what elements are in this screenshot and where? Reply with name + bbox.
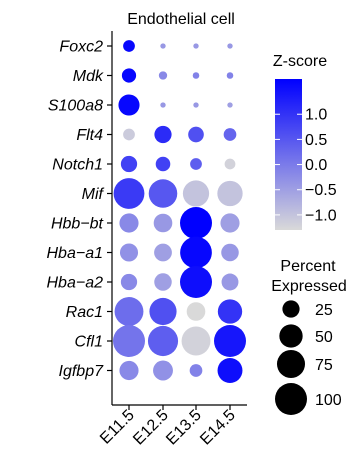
colorbar-tick-label: −0.5 [305, 182, 337, 199]
dot [180, 236, 212, 269]
dot [113, 325, 145, 357]
zscore-colorbar [275, 79, 302, 230]
dot [217, 358, 243, 383]
gene-label: Mdk [73, 68, 104, 85]
size-legend-title-line2: Expressed [271, 278, 347, 295]
colorbar-tick-label: −1.0 [305, 207, 337, 224]
dot [121, 68, 137, 83]
dot [180, 207, 212, 239]
dot [192, 72, 200, 79]
dot [188, 126, 204, 143]
dot [221, 273, 239, 291]
dot [149, 297, 177, 326]
gene-label: Hbb−bt [51, 216, 104, 233]
gene-tick-marks [107, 45, 112, 372]
dot [214, 325, 246, 357]
gene-label: Cfl1 [75, 334, 103, 351]
size-legend-items: 25 50 75 100 [275, 300, 342, 415]
dot [119, 243, 139, 262]
gene-label: Mif [82, 186, 105, 203]
size-legend-dot [279, 324, 303, 348]
dot [154, 273, 172, 291]
dot [119, 360, 139, 381]
dot [227, 43, 233, 49]
dot [120, 155, 138, 173]
dot [148, 179, 178, 208]
chart-title: Endothelial cell [127, 11, 235, 28]
dot [160, 43, 166, 49]
gene-label: Hba−a1 [47, 245, 104, 262]
size-legend-dot [275, 383, 307, 415]
x-tick-label: E12.5 [130, 407, 172, 449]
gene-label: Notch1 [52, 157, 103, 174]
size-legend-label: 100 [315, 392, 342, 409]
dot [223, 128, 237, 141]
dot [227, 102, 233, 108]
x-tick-label: E13.5 [163, 407, 205, 449]
size-legend-title-line1: Percent [280, 258, 336, 275]
dot [154, 125, 172, 144]
dot [180, 266, 212, 298]
dot [155, 156, 171, 172]
colorbar-tick-label: 0.5 [305, 132, 327, 149]
size-legend-label: 25 [315, 302, 333, 319]
dot [193, 102, 199, 108]
dot [158, 71, 168, 80]
gene-label: S100a8 [48, 98, 103, 115]
gene-label: Rac1 [66, 304, 103, 321]
dot [153, 213, 173, 233]
dot [182, 180, 210, 207]
dot [114, 297, 144, 326]
dot [220, 213, 240, 233]
zscore-legend-title: Z-score [273, 53, 327, 70]
gene-label: Hba−a2 [47, 275, 104, 292]
size-legend-label: 50 [315, 329, 333, 346]
dot [118, 94, 140, 116]
gene-label: Flt4 [76, 127, 103, 144]
zscore-legend-ticks: 1.0 0.5 0.0 −0.5 −1.0 [275, 107, 337, 224]
dot [153, 360, 173, 381]
dot [160, 102, 166, 108]
size-legend-dot [282, 300, 300, 318]
x-tick-label: E11.5 [97, 407, 138, 448]
size-legend-dot [276, 349, 306, 379]
x-tick-marks [128, 405, 231, 410]
dot [224, 158, 236, 170]
dot [189, 364, 203, 377]
gene-labels: Foxc2 Mdk S100a8 Flt4 Notch1 Mif Hbb−bt Hba−a1 H… [47, 39, 105, 381]
dot [147, 325, 179, 357]
colorbar-tick-label: 0.0 [305, 157, 327, 174]
dot [119, 213, 139, 233]
dot [217, 299, 243, 324]
dot [186, 302, 206, 321]
gene-label: Igfbp7 [59, 363, 105, 380]
dot [123, 128, 135, 141]
x-tick-label: E14.5 [197, 407, 239, 449]
dots [113, 40, 246, 383]
dot [221, 243, 239, 262]
colorbar-tick-label: 1.0 [305, 107, 327, 124]
dot [113, 178, 145, 209]
size-legend-label: 75 [315, 357, 333, 374]
dot [154, 243, 172, 262]
dot [190, 158, 202, 170]
dot [193, 43, 199, 49]
dot [226, 72, 234, 79]
dot [123, 40, 135, 52]
dot [181, 326, 211, 356]
dot [217, 180, 243, 207]
dot [120, 273, 138, 291]
gene-label: Foxc2 [59, 39, 103, 56]
